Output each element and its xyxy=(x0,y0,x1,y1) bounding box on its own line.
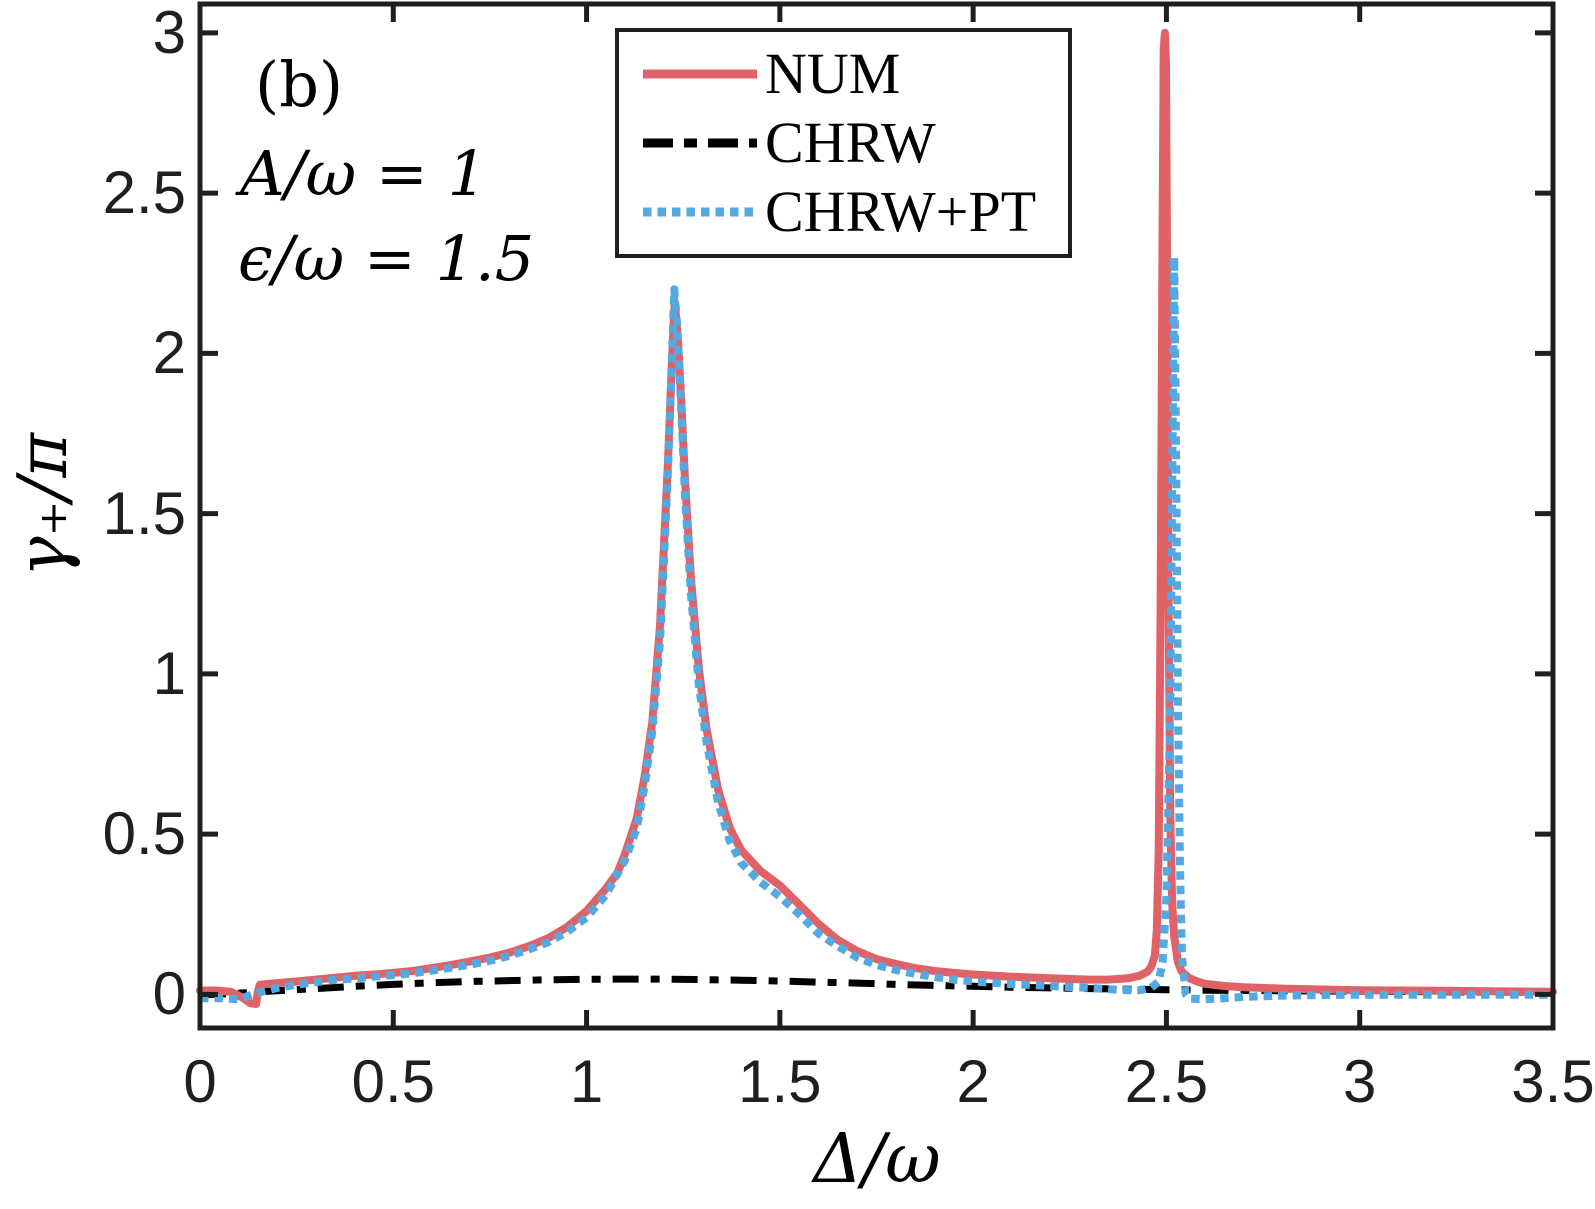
legend-entry-num: NUM xyxy=(641,45,1068,103)
x-tick-label: 0 xyxy=(183,1048,217,1115)
y-axis-label: γ₊/π xyxy=(4,432,83,578)
x-tick-label: 3 xyxy=(1343,1048,1377,1115)
x-tick-label: 1.5 xyxy=(738,1048,822,1115)
annotation-epsilon-over-omega: ϵ/ω = 1.5 xyxy=(238,222,535,295)
x-tick-label: 3.5 xyxy=(1511,1048,1595,1115)
y-tick-label: 1 xyxy=(152,639,186,707)
legend-entry-chrw: CHRW xyxy=(641,109,1068,175)
panel-label: (b) xyxy=(255,48,344,121)
plot-border xyxy=(197,1,1556,1031)
legend-box: NUM CHRW CHRW+PT xyxy=(615,28,1072,258)
curves-layer xyxy=(196,28,1557,1008)
legend-label-num: NUM xyxy=(765,41,901,107)
legend-line-sample-chrw-pt xyxy=(643,207,757,217)
legend-label-chrw-pt: CHRW+PT xyxy=(765,178,1037,244)
y-tick-label: 0 xyxy=(152,960,186,1028)
x-tick-label: 2.5 xyxy=(1124,1048,1209,1115)
legend-label-chrw: CHRW xyxy=(765,109,936,175)
legend-entry-chrw-pt: CHRW+PT xyxy=(641,178,1068,244)
x-tick-label: 1 xyxy=(569,1048,604,1115)
x-tick-label: 2 xyxy=(956,1048,990,1115)
x-tick-label: 0.5 xyxy=(351,1048,435,1115)
y-tick-label: 3 xyxy=(152,0,186,66)
y-tick-label: 2 xyxy=(152,319,186,387)
series-line-chrw-pt xyxy=(200,253,1553,1004)
y-tick-label: 0.5 xyxy=(102,800,186,868)
y-tick-label: 1.5 xyxy=(102,479,186,547)
legend-line-sample-num xyxy=(643,69,757,79)
legend-line-sample-chrw xyxy=(643,138,757,148)
annotation-a-over-omega: A/ω = 1 xyxy=(240,137,488,210)
x-axis-label: Δ/ω xyxy=(813,1120,941,1199)
y-tick-label: 2.5 xyxy=(102,159,186,227)
